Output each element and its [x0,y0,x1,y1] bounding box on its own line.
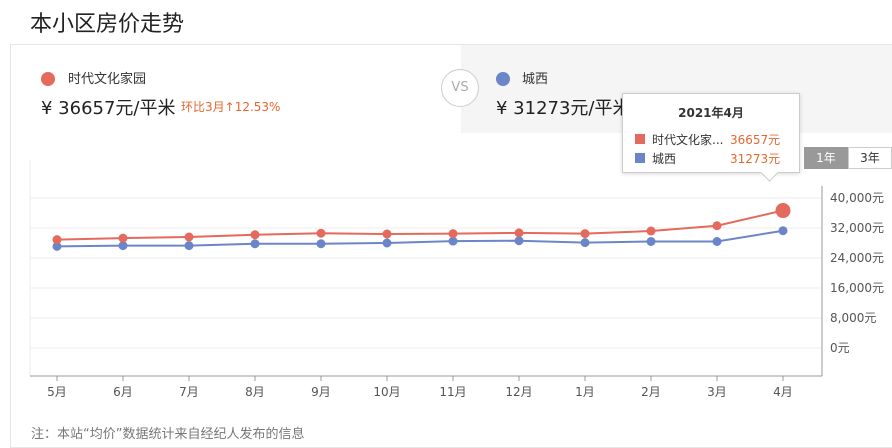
data-point [184,241,194,251]
tooltip-row: 城西 31273元 [635,150,795,166]
data-point [382,238,392,248]
y-tick-label: 32,000元 [830,221,884,235]
x-tick-label: 10月 [373,385,400,399]
data-point [118,241,128,251]
x-tick-label: 3月 [707,385,727,399]
y-tick-label: 24,000元 [830,251,884,265]
data-point [118,233,128,243]
data-point [316,239,326,249]
data-point [514,236,524,246]
y-tick-label: 8,000元 [830,311,876,325]
tooltip-series-value: 31273元 [730,152,781,166]
y-tick-label: 0元 [830,341,850,355]
data-point [712,221,722,231]
compare-left: 时代文化家园 ¥ 36657元/平米 环比3月↑12.53% [11,45,461,133]
data-point [382,229,392,239]
legend-dot-left [41,72,55,86]
x-tick-label: 1月 [575,385,595,399]
x-tick-label: 8月 [245,385,265,399]
data-point [52,241,62,251]
compare-right-price: ¥ 31273元/平米 [496,98,631,119]
chart-card: 时代文化家园 ¥ 36657元/平米 环比3月↑12.53% 城西 ¥ 3127… [10,44,892,448]
compare-panel: 时代文化家园 ¥ 36657元/平米 环比3月↑12.53% 城西 ¥ 3127… [11,45,892,133]
compare-left-price: ¥ 36657元/平米 [41,98,176,119]
data-point [448,229,458,239]
data-point [775,203,791,219]
data-point [778,226,788,236]
compare-right-name: 城西 [522,72,549,87]
x-tick-label: 4月 [773,385,793,399]
x-tick-label: 12月 [505,385,532,399]
range-tab-1-year[interactable]: 1年 [804,147,848,169]
data-point [580,229,590,239]
footnote: 注：本站“均价”数据统计来自经纪人发布的信息 [31,427,305,442]
x-tick-label: 9月 [311,385,331,399]
tooltip-series-value: 36657元 [730,133,781,147]
x-tick-label: 6月 [113,385,133,399]
compare-left-name: 时代文化家园 [68,72,147,87]
x-tick-label: 5月 [47,385,67,399]
data-point [514,228,524,238]
data-point [250,239,260,249]
series-line [56,209,784,241]
data-point [580,238,590,248]
tooltip-swatch [635,153,645,163]
tooltip-title: 2021年4月 [678,106,744,120]
compare-left-change: 环比3月↑12.53% [181,100,281,114]
data-point [712,237,722,246]
x-tick-label: 7月 [179,385,199,399]
data-point [448,236,458,246]
x-tick-label: 2月 [641,385,661,399]
range-tabs: 1年 3年 [804,147,892,169]
y-tick-label: 40,000元 [830,191,884,205]
data-point [646,237,656,246]
tooltip-swatch [635,134,645,144]
data-point [250,230,260,240]
tooltip-series-name: 时代文化家... [652,133,724,147]
y-tick-label: 16,000元 [830,281,884,295]
series-line [56,229,784,248]
data-point [184,232,194,242]
vs-badge: VS [441,69,479,107]
data-point [316,228,326,238]
tooltip: 2021年4月 时代文化家... 36657元 城西 31273元 [622,93,800,173]
legend-dot-right [496,72,510,86]
page-title: 本小区房价走势 [30,12,185,37]
data-point [52,235,62,245]
data-point [646,226,656,236]
x-tick-label: 11月 [439,385,466,399]
tooltip-row: 时代文化家... 36657元 [635,131,795,147]
tooltip-series-name: 城西 [652,152,677,166]
